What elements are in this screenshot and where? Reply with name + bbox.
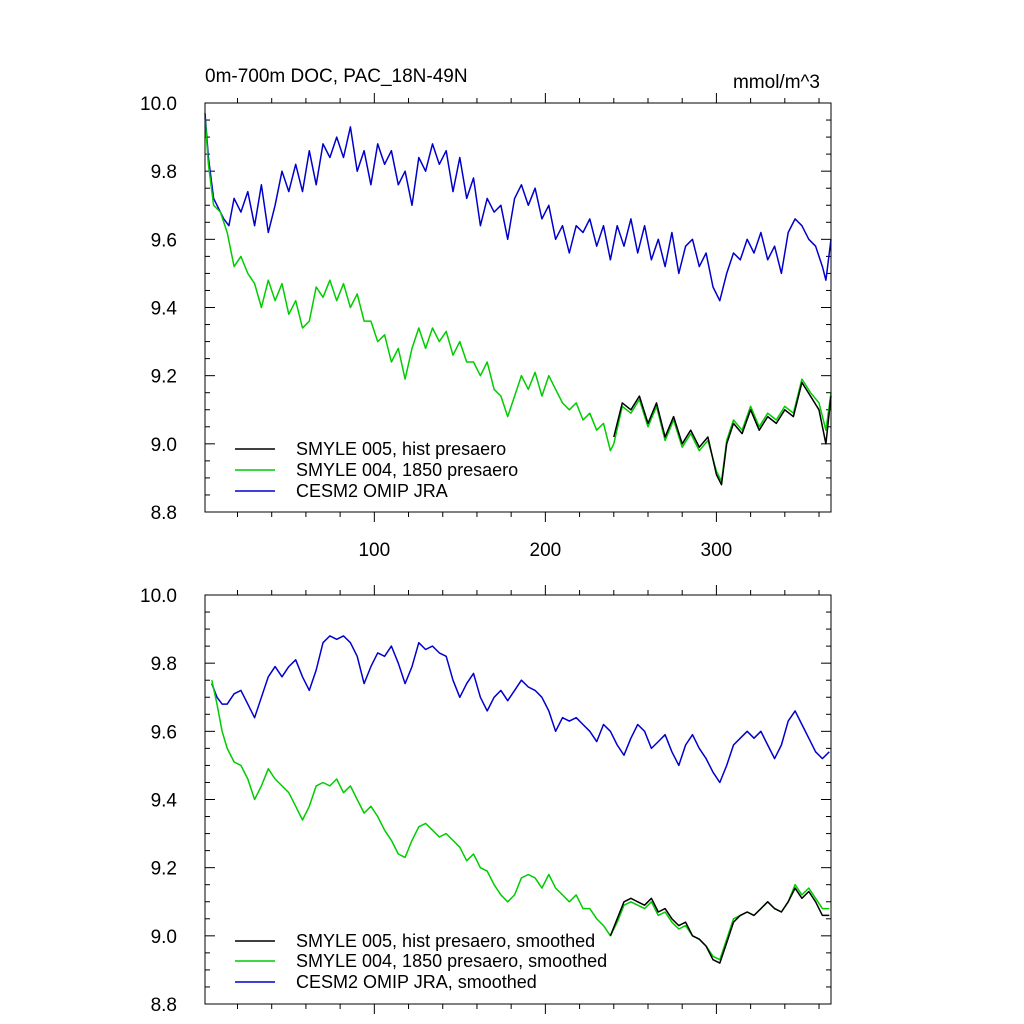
top-y-tick-label: 9.6 (151, 230, 177, 251)
bottom-y-tick-label: 9.2 (151, 859, 177, 880)
top-y-tick-label: 9.4 (151, 299, 178, 320)
top-y-tick-label: 9.8 (151, 162, 177, 183)
top-x-tick-label: 300 (701, 540, 733, 561)
legend-label-smyle005-smoothed: SMYLE 005, hist presaero, smoothed (296, 931, 595, 951)
bottom-series-line-smyle005 (609, 887, 830, 964)
chart-title: 0m-700m DOC, PAC_18N-49N (205, 66, 468, 87)
bottom-y-tick-label: 9.0 (151, 927, 177, 948)
top-y-tick-label: 9.2 (151, 367, 177, 388)
top-legend: SMYLE 005, hist presaero SMYLE 004, 1850… (235, 439, 518, 501)
top-panel: 0m-700m DOC, PAC_18N-49N mmol/m^3 8.8 9.0… (140, 66, 832, 561)
bottom-series-line-smyle004 (211, 680, 830, 961)
bottom-series-lines (211, 635, 830, 964)
bottom-y-tick-label: 10.0 (140, 586, 177, 607)
legend-label-cesm2-smoothed: CESM2 OMIP JRA, smoothed (296, 972, 537, 992)
bottom-series-line-cesm2 (211, 635, 830, 784)
top-x-tick-label: 100 (358, 540, 390, 561)
bottom-y-tick-labels: 8.8 9.0 9.2 9.4 9.6 9.8 10.0 (140, 586, 177, 1016)
bottom-y-tick-label: 8.8 (151, 995, 177, 1016)
top-series-line-smyle005 (613, 381, 832, 486)
top-x-tick-labels: 100 200 300 (358, 540, 732, 561)
bottom-y-tick-label: 9.8 (151, 654, 177, 675)
units-label: mmol/m^3 (733, 72, 820, 93)
top-axis-ticks (205, 93, 831, 522)
bottom-plot-frame (204, 594, 832, 1005)
top-series-line-smyle004 (204, 116, 832, 483)
top-y-tick-labels: 8.8 9.0 9.2 9.4 9.6 9.8 10.0 (140, 94, 177, 524)
top-y-tick-label: 10.0 (140, 94, 177, 115)
legend-label-smyle005: SMYLE 005, hist presaero (296, 439, 506, 459)
bottom-y-tick-label: 9.4 (151, 791, 178, 812)
top-series-line-cesm2 (204, 113, 832, 302)
top-y-tick-label: 8.8 (151, 503, 177, 524)
legend-label-cesm2: CESM2 OMIP JRA (296, 481, 448, 501)
top-plot-frame (204, 102, 832, 513)
legend-label-smyle004: SMYLE 004, 1850 presaero (296, 460, 518, 480)
top-y-tick-label: 9.0 (151, 435, 177, 456)
bottom-panel: 8.8 9.0 9.2 9.4 9.6 9.8 10.0 SMYLE 005, hist p… (140, 585, 832, 1016)
top-series-lines (204, 113, 832, 486)
bottom-legend: SMYLE 005, hist presaero, smoothed SMYLE… (235, 931, 607, 992)
bottom-y-tick-label: 9.6 (151, 722, 177, 743)
top-x-tick-label: 200 (530, 540, 562, 561)
legend-label-smyle004-smoothed: SMYLE 004, 1850 presaero, smoothed (296, 951, 607, 971)
